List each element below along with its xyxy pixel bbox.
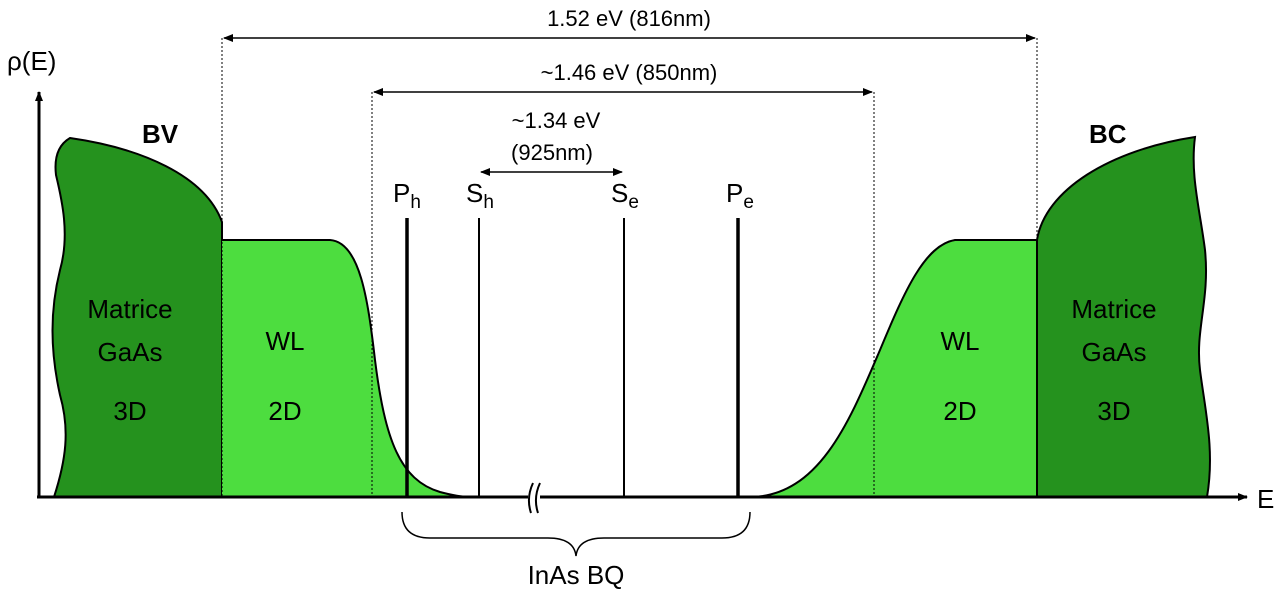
matrix-right-line3: 3D	[1097, 396, 1130, 426]
wl-right-edge	[751, 239, 1037, 498]
band-label-conduction: BC	[1089, 119, 1127, 149]
matrix-right-label: Matrice GaAs 3D	[1071, 294, 1156, 426]
wl-left-line1: WL	[266, 326, 305, 356]
matrix-right-line2: GaAs	[1081, 337, 1146, 367]
level-pe-label: Pe	[726, 178, 754, 213]
matrix-right-region	[1036, 135, 1211, 498]
wl-right-region	[752, 240, 1037, 497]
matrix-right-line1: Matrice	[1071, 294, 1156, 324]
inas-bracket-label: InAs BQ	[528, 560, 625, 590]
matrix-left-line3: 3D	[113, 396, 146, 426]
matrix-left-line2: GaAs	[97, 337, 162, 367]
wl-left-label: WL 2D	[266, 326, 305, 426]
wl-left-region	[222, 240, 470, 497]
matrix-left-label: Matrice GaAs 3D	[87, 294, 172, 426]
wl-gap-label: ~1.46 eV (850nm)	[541, 60, 718, 85]
matrix-left-line1: Matrice	[87, 294, 172, 324]
wl-right-line1: WL	[941, 326, 980, 356]
gaas-gap-label: 1.52 eV (816nm)	[547, 6, 711, 31]
wl-right-label: WL 2D	[941, 326, 980, 426]
axis-break-mark	[527, 482, 541, 514]
level-ph-label: Ph	[393, 178, 421, 213]
wl-right-line2: 2D	[943, 396, 976, 426]
matrix-left-region	[51, 136, 223, 498]
level-sh-label: Sh	[466, 178, 494, 213]
wl-left-line2: 2D	[268, 396, 301, 426]
inas-bracket	[401, 511, 751, 557]
level-se-label: Se	[611, 178, 639, 213]
qd-gap-label-line1: ~1.34 eV	[512, 108, 601, 133]
band-label-valence: BV	[142, 119, 179, 149]
y-axis-label: ρ(E)	[7, 46, 56, 76]
wl-left-edge	[222, 239, 471, 498]
qd-gap-label-line2: (925nm)	[511, 140, 593, 165]
x-axis-label: E	[1257, 484, 1274, 514]
